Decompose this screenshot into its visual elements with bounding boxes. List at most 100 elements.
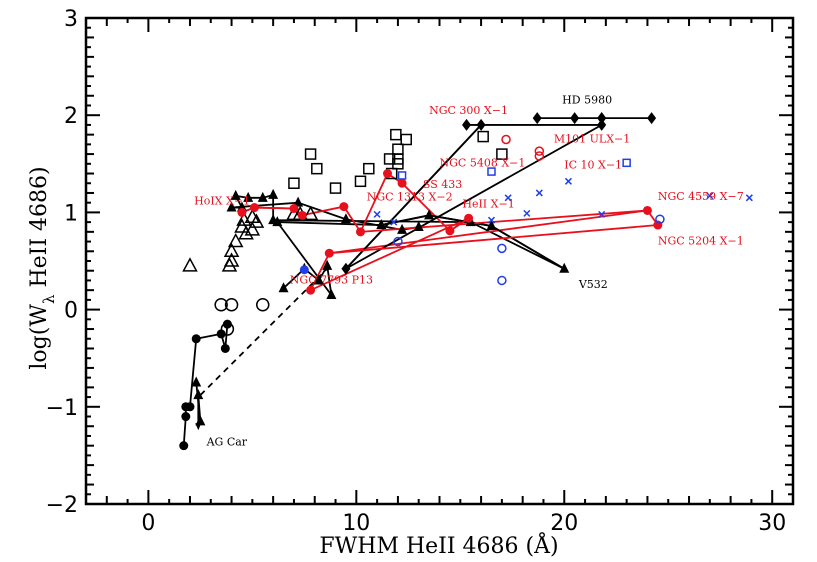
annotation-label: NGC 1313 X−2 <box>367 191 453 204</box>
data-point <box>248 213 265 228</box>
data-point <box>195 415 206 426</box>
data-point <box>185 402 195 412</box>
data-point <box>234 218 250 233</box>
annotations: HD 5980 NGC 300 X−1 M101 ULX−1 NGC 5408 X−1… <box>194 94 744 449</box>
data-point <box>523 209 531 217</box>
data-point <box>322 259 333 270</box>
data-point <box>223 242 240 258</box>
connector-line <box>199 268 328 396</box>
x-tick-label: 0 <box>141 511 155 536</box>
y-tick-label: −1 <box>46 396 78 421</box>
series-line <box>182 324 229 446</box>
data-point <box>504 194 512 202</box>
data-point <box>227 232 244 248</box>
connector-line <box>381 214 565 270</box>
data-point <box>244 221 261 236</box>
data-point <box>655 214 665 224</box>
data-point <box>497 275 507 286</box>
data-point <box>477 130 489 143</box>
data-point <box>297 210 307 220</box>
data-point <box>487 216 496 224</box>
annotation-label: SS 433 <box>423 178 462 191</box>
data-point <box>642 205 652 215</box>
y-tick-label: 3 <box>64 7 78 32</box>
data-point <box>193 389 204 400</box>
y-tick-label: 1 <box>64 201 78 226</box>
data-point <box>313 274 324 285</box>
data-point <box>191 376 202 387</box>
data-point <box>445 226 455 236</box>
annotation-label: NGC 300 X−1 <box>429 104 508 117</box>
data-point <box>496 148 508 160</box>
data-point <box>363 162 375 175</box>
data-point <box>392 143 404 155</box>
connector-line <box>345 124 482 270</box>
series-line <box>231 193 565 296</box>
data-point <box>559 262 570 273</box>
data-point <box>745 194 753 202</box>
data-points <box>179 112 753 451</box>
data-point <box>392 158 404 170</box>
data-point <box>341 262 351 275</box>
data-point <box>397 171 407 180</box>
data-point <box>390 128 402 141</box>
data-point <box>535 189 543 197</box>
data-point <box>221 257 238 272</box>
data-point <box>534 151 545 161</box>
data-point <box>306 285 316 295</box>
data-point <box>464 213 474 223</box>
data-point <box>256 297 270 312</box>
data-point <box>501 134 511 145</box>
data-point <box>179 441 189 451</box>
connector-line <box>345 124 603 270</box>
data-point <box>222 319 232 329</box>
data-point <box>288 177 300 189</box>
y-axis-title: log(Wλ HeII 4686) <box>27 166 58 369</box>
data-point <box>354 175 367 188</box>
data-point <box>224 297 239 312</box>
axis-ticks <box>86 17 793 505</box>
data-point <box>326 289 337 300</box>
x-tick-label: 30 <box>758 511 786 536</box>
data-point <box>191 334 201 344</box>
data-point <box>340 213 351 224</box>
data-point <box>413 220 424 231</box>
data-point <box>278 282 289 293</box>
data-point <box>311 162 323 175</box>
data-point <box>304 148 317 160</box>
plot-frame <box>84 16 795 506</box>
data-point <box>383 169 393 179</box>
connector-line <box>329 224 658 255</box>
annotation-label: M101 ULX−1 <box>554 132 630 145</box>
data-point <box>182 257 198 272</box>
x-tick-label: 10 <box>342 511 370 536</box>
annotation-label: IC 10 X−1 <box>564 159 622 172</box>
data-point <box>237 207 247 217</box>
data-point <box>376 219 387 230</box>
data-point <box>329 182 342 194</box>
data-point <box>397 223 408 234</box>
data-point <box>706 192 714 200</box>
data-point <box>293 196 304 207</box>
x-tick-label: 20 <box>550 511 578 536</box>
data-point <box>289 204 299 214</box>
data-point <box>238 225 254 240</box>
annotation-label: NGC 7793 P13 <box>290 273 373 286</box>
data-point <box>244 208 261 224</box>
y-axis-title-subscript: λ <box>40 294 58 304</box>
y-tick-label: 0 <box>64 299 78 324</box>
data-point <box>564 177 572 185</box>
data-point <box>243 191 254 202</box>
data-point <box>355 227 365 237</box>
data-point <box>236 211 252 226</box>
data-point <box>486 220 497 231</box>
data-point <box>268 188 279 199</box>
data-point <box>476 118 486 131</box>
data-point <box>257 191 268 202</box>
data-point <box>487 167 496 176</box>
x-axis-title: FWHM HeII 4686 (Å) <box>319 531 558 559</box>
annotation-label: HoIX X−1 <box>194 195 250 208</box>
data-point <box>570 112 580 125</box>
data-point <box>324 248 334 258</box>
